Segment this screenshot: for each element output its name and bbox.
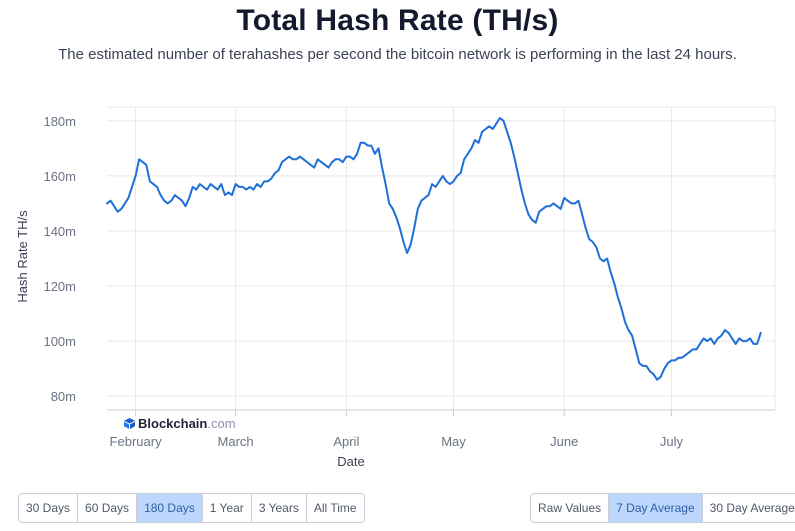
- x-axis-title: Date: [337, 454, 364, 469]
- range-button-all-time[interactable]: All Time: [313, 501, 357, 515]
- range-button-1-year[interactable]: 1 Year: [203, 494, 252, 522]
- avg-button-30-day[interactable]: 30 Day Average: [709, 501, 795, 515]
- y-tick-label: 80m: [51, 389, 76, 404]
- time-range-selector: 30 Days 60 Days 180 Days 1 Year 3 Years …: [18, 493, 365, 523]
- x-tick-label: June: [550, 434, 578, 449]
- avg-button-7-day[interactable]: 7 Day Average: [609, 494, 703, 522]
- y-tick-label: 140m: [43, 224, 76, 239]
- x-tick-label: February: [110, 434, 163, 449]
- average-selector: Raw Values 7 Day Average 30 Day Average: [530, 493, 795, 523]
- x-tick-label: April: [333, 434, 359, 449]
- range-button-180-days[interactable]: 180 Days: [137, 494, 203, 522]
- y-axis-title: Hash Rate TH/s: [15, 210, 30, 303]
- range-button-60-days[interactable]: 60 Days: [78, 494, 138, 522]
- avg-button-raw-values[interactable]: Raw Values: [531, 494, 610, 522]
- y-tick-label: 180m: [43, 114, 76, 129]
- x-tick-label: May: [441, 434, 466, 449]
- chart-title: Total Hash Rate (TH/s): [236, 4, 559, 37]
- y-tick-label: 160m: [43, 169, 76, 184]
- y-tick-label: 120m: [43, 279, 76, 294]
- range-button-30-days[interactable]: 30 Days: [19, 494, 79, 522]
- y-tick-label: 100m: [43, 334, 76, 349]
- brand-name: Blockchain: [138, 416, 208, 431]
- range-button-3-years[interactable]: 3 Years: [252, 494, 307, 522]
- x-tick-label: March: [218, 434, 254, 449]
- blockchain-logo-icon: [124, 418, 135, 429]
- brand-suffix: .com: [207, 416, 236, 431]
- chart-subtitle: The estimated number of terahashes per s…: [58, 46, 737, 63]
- series-line: [106, 117, 762, 381]
- brand-watermark: Blockchain .com: [124, 416, 236, 431]
- x-tick-label: July: [660, 434, 684, 449]
